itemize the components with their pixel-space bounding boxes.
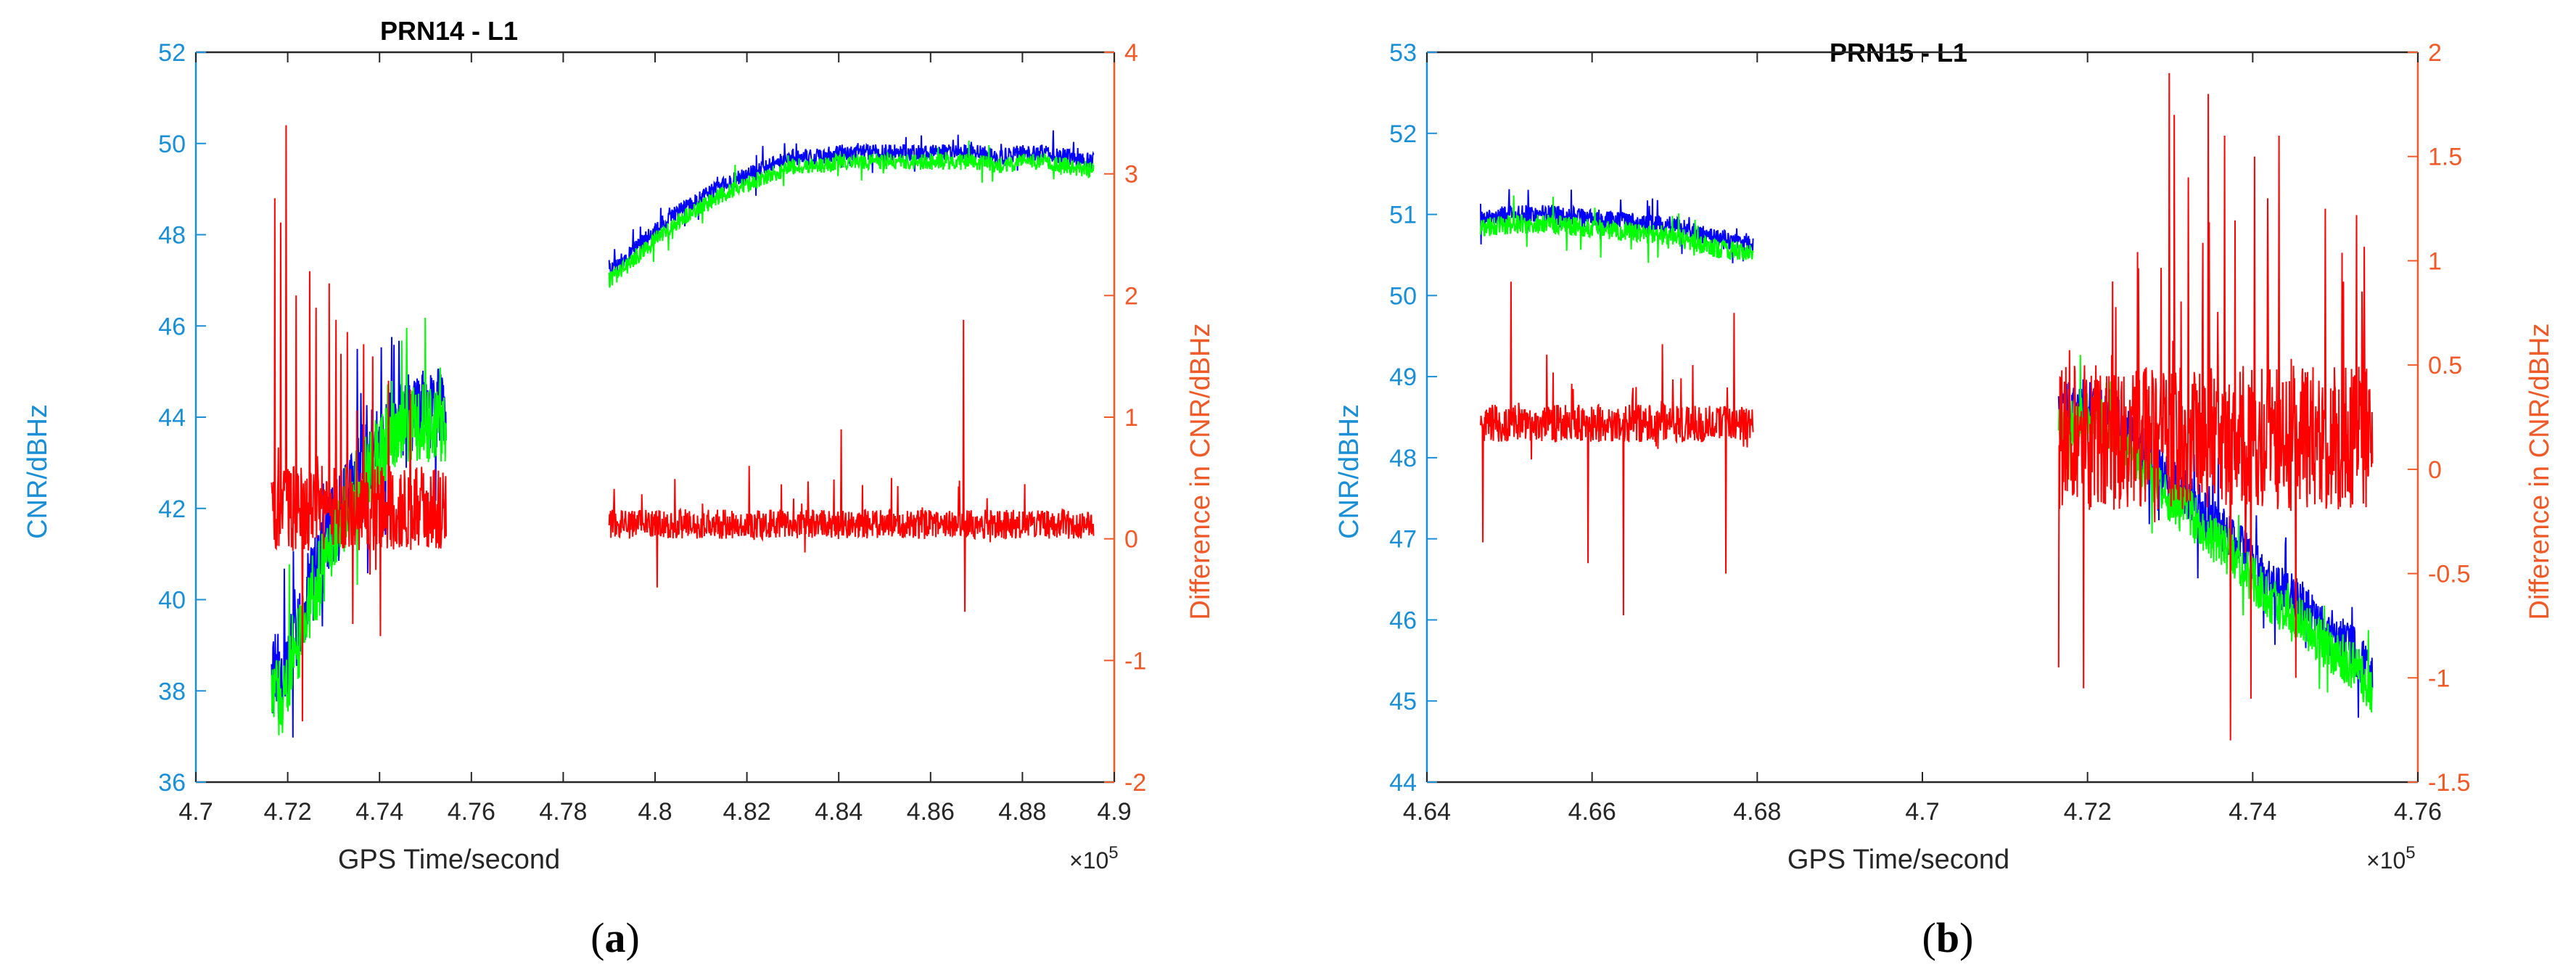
y-left-tick-label: 38 xyxy=(158,678,186,705)
panel-label: (b) xyxy=(1922,914,1974,961)
y-axis-right-label: Difference in CNR/dBHz xyxy=(2524,323,2555,620)
y-right-tick-label: -2 xyxy=(1124,769,1146,797)
y-left-tick-label: 52 xyxy=(1389,120,1417,148)
y-axis-left-label: CNR/dBHz xyxy=(22,404,53,539)
x-tick-label: 4.68 xyxy=(1733,798,1781,826)
y-right-tick-label: -1.5 xyxy=(2428,769,2471,797)
x-tick-label: 4.82 xyxy=(723,798,771,826)
chart-panel-a: PRN14 - L1 4.7 4.72 4.74 4.76 4.78 4.8 4.82 4.8… xyxy=(22,16,1216,961)
y-left-tick-label: 49 xyxy=(1389,363,1417,391)
x-tick-label: 4.64 xyxy=(1403,798,1451,826)
y-right-tick-label: 1 xyxy=(1124,404,1138,432)
y-right-tick-label: -0.5 xyxy=(2428,561,2471,588)
x-tick-label: 4.78 xyxy=(539,798,587,826)
y-left-tick-label: 51 xyxy=(1389,202,1417,229)
x-exponent-power: 5 xyxy=(1108,843,1118,863)
x-tick-label: 4.74 xyxy=(2229,798,2276,826)
y-right-tick-label: 0 xyxy=(1124,526,1138,554)
x-tick-label: 4.7 xyxy=(178,798,213,826)
y-right-tick-label: 4 xyxy=(1124,39,1138,67)
ticks-layer: 4.64 4.66 4.68 4.7 4.72 4.74 4.76 44 45 46 47 48 49 5… xyxy=(1389,39,2470,826)
y-axis-right-label: Difference in CNR/dBHz xyxy=(1185,323,1216,620)
y-right-tick-label: 0.5 xyxy=(2428,352,2462,379)
y-left-tick-label: 50 xyxy=(158,131,186,158)
plot-area xyxy=(194,51,1116,784)
x-tick-label: 4.8 xyxy=(638,798,672,826)
chart-panel-b: PRN15 - L1 4.64 4.66 4.68 4.7 4.72 4.74 4.7644… xyxy=(1334,38,2555,961)
y-right-tick-label: -1 xyxy=(2428,665,2450,692)
x-tick-label: 4.84 xyxy=(815,798,863,826)
difference-series-line xyxy=(608,319,1095,612)
cnr-series-2-line xyxy=(271,317,447,736)
x-tick-label: 4.88 xyxy=(998,798,1046,826)
y-right-tick-label: 2 xyxy=(2428,39,2442,67)
y-right-tick-label: 3 xyxy=(1124,161,1138,189)
panel-letter: a xyxy=(605,914,626,961)
difference-series-line xyxy=(271,125,447,722)
panel-label: (a) xyxy=(590,914,640,961)
y-left-tick-label: 42 xyxy=(158,496,186,523)
x-exponent-base: ×10 xyxy=(2366,847,2406,874)
x-tick-label: 4.72 xyxy=(2064,798,2112,826)
cnr-series-2-line xyxy=(1480,195,1754,263)
y-right-tick-label: 0 xyxy=(2428,456,2442,484)
y-left-tick-label: 45 xyxy=(1389,688,1417,715)
y-left-tick-label: 44 xyxy=(1389,769,1417,797)
x-axis-label: GPS Time/second xyxy=(1787,845,2009,875)
y-left-tick-label: 46 xyxy=(158,313,186,340)
series-layer xyxy=(271,125,1095,738)
x-tick-label: 4.7 xyxy=(1905,798,1939,826)
y-right-tick-label: 1 xyxy=(2428,247,2442,275)
x-tick-label: 4.76 xyxy=(2394,798,2442,826)
y-right-tick-label: 2 xyxy=(1124,282,1138,310)
y-right-tick-label: 1.5 xyxy=(2428,144,2462,171)
x-tick-label: 4.76 xyxy=(448,798,495,826)
x-exponent-power: 5 xyxy=(2406,843,2415,863)
x-exponent: ×105 xyxy=(1069,843,1119,874)
x-tick-label: 4.74 xyxy=(355,798,403,826)
y-axis-left-label: CNR/dBHz xyxy=(1334,404,1365,539)
x-tick-label: 4.9 xyxy=(1097,798,1131,826)
x-exponent: ×105 xyxy=(2366,843,2416,874)
y-left-tick-label: 46 xyxy=(1389,607,1417,634)
series-layer xyxy=(1480,73,2374,741)
y-left-tick-label: 52 xyxy=(158,39,186,67)
y-left-tick-label: 50 xyxy=(1389,282,1417,310)
x-tick-label: 4.86 xyxy=(907,798,955,826)
x-tick-label: 4.72 xyxy=(264,798,312,826)
y-left-tick-label: 53 xyxy=(1389,39,1417,67)
x-tick-label: 4.66 xyxy=(1568,798,1616,826)
panel-letter: b xyxy=(1936,914,1959,961)
y-left-tick-label: 47 xyxy=(1389,526,1417,554)
y-left-tick-label: 44 xyxy=(158,404,186,432)
cnr-series-2-line xyxy=(608,140,1095,288)
difference-series-line xyxy=(2057,73,2374,741)
y-left-tick-label: 48 xyxy=(1389,445,1417,472)
cnr-series-1-line xyxy=(608,130,1095,278)
x-axis-label: GPS Time/second xyxy=(338,845,560,875)
ticks-layer: 4.7 4.72 4.74 4.76 4.78 4.8 4.82 4.84 4.86 4.88 4.… xyxy=(158,39,1146,826)
y-right-tick-label: -1 xyxy=(1124,647,1146,675)
difference-series-line xyxy=(1480,282,1754,616)
chart-title: PRN14 - L1 xyxy=(380,16,518,46)
y-left-tick-label: 48 xyxy=(158,222,186,250)
y-left-tick-label: 40 xyxy=(158,587,186,615)
x-exponent-base: ×10 xyxy=(1069,847,1108,874)
y-left-tick-label: 36 xyxy=(158,769,186,797)
